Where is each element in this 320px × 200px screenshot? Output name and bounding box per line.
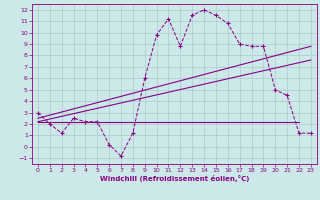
X-axis label: Windchill (Refroidissement éolien,°C): Windchill (Refroidissement éolien,°C) [100,175,249,182]
